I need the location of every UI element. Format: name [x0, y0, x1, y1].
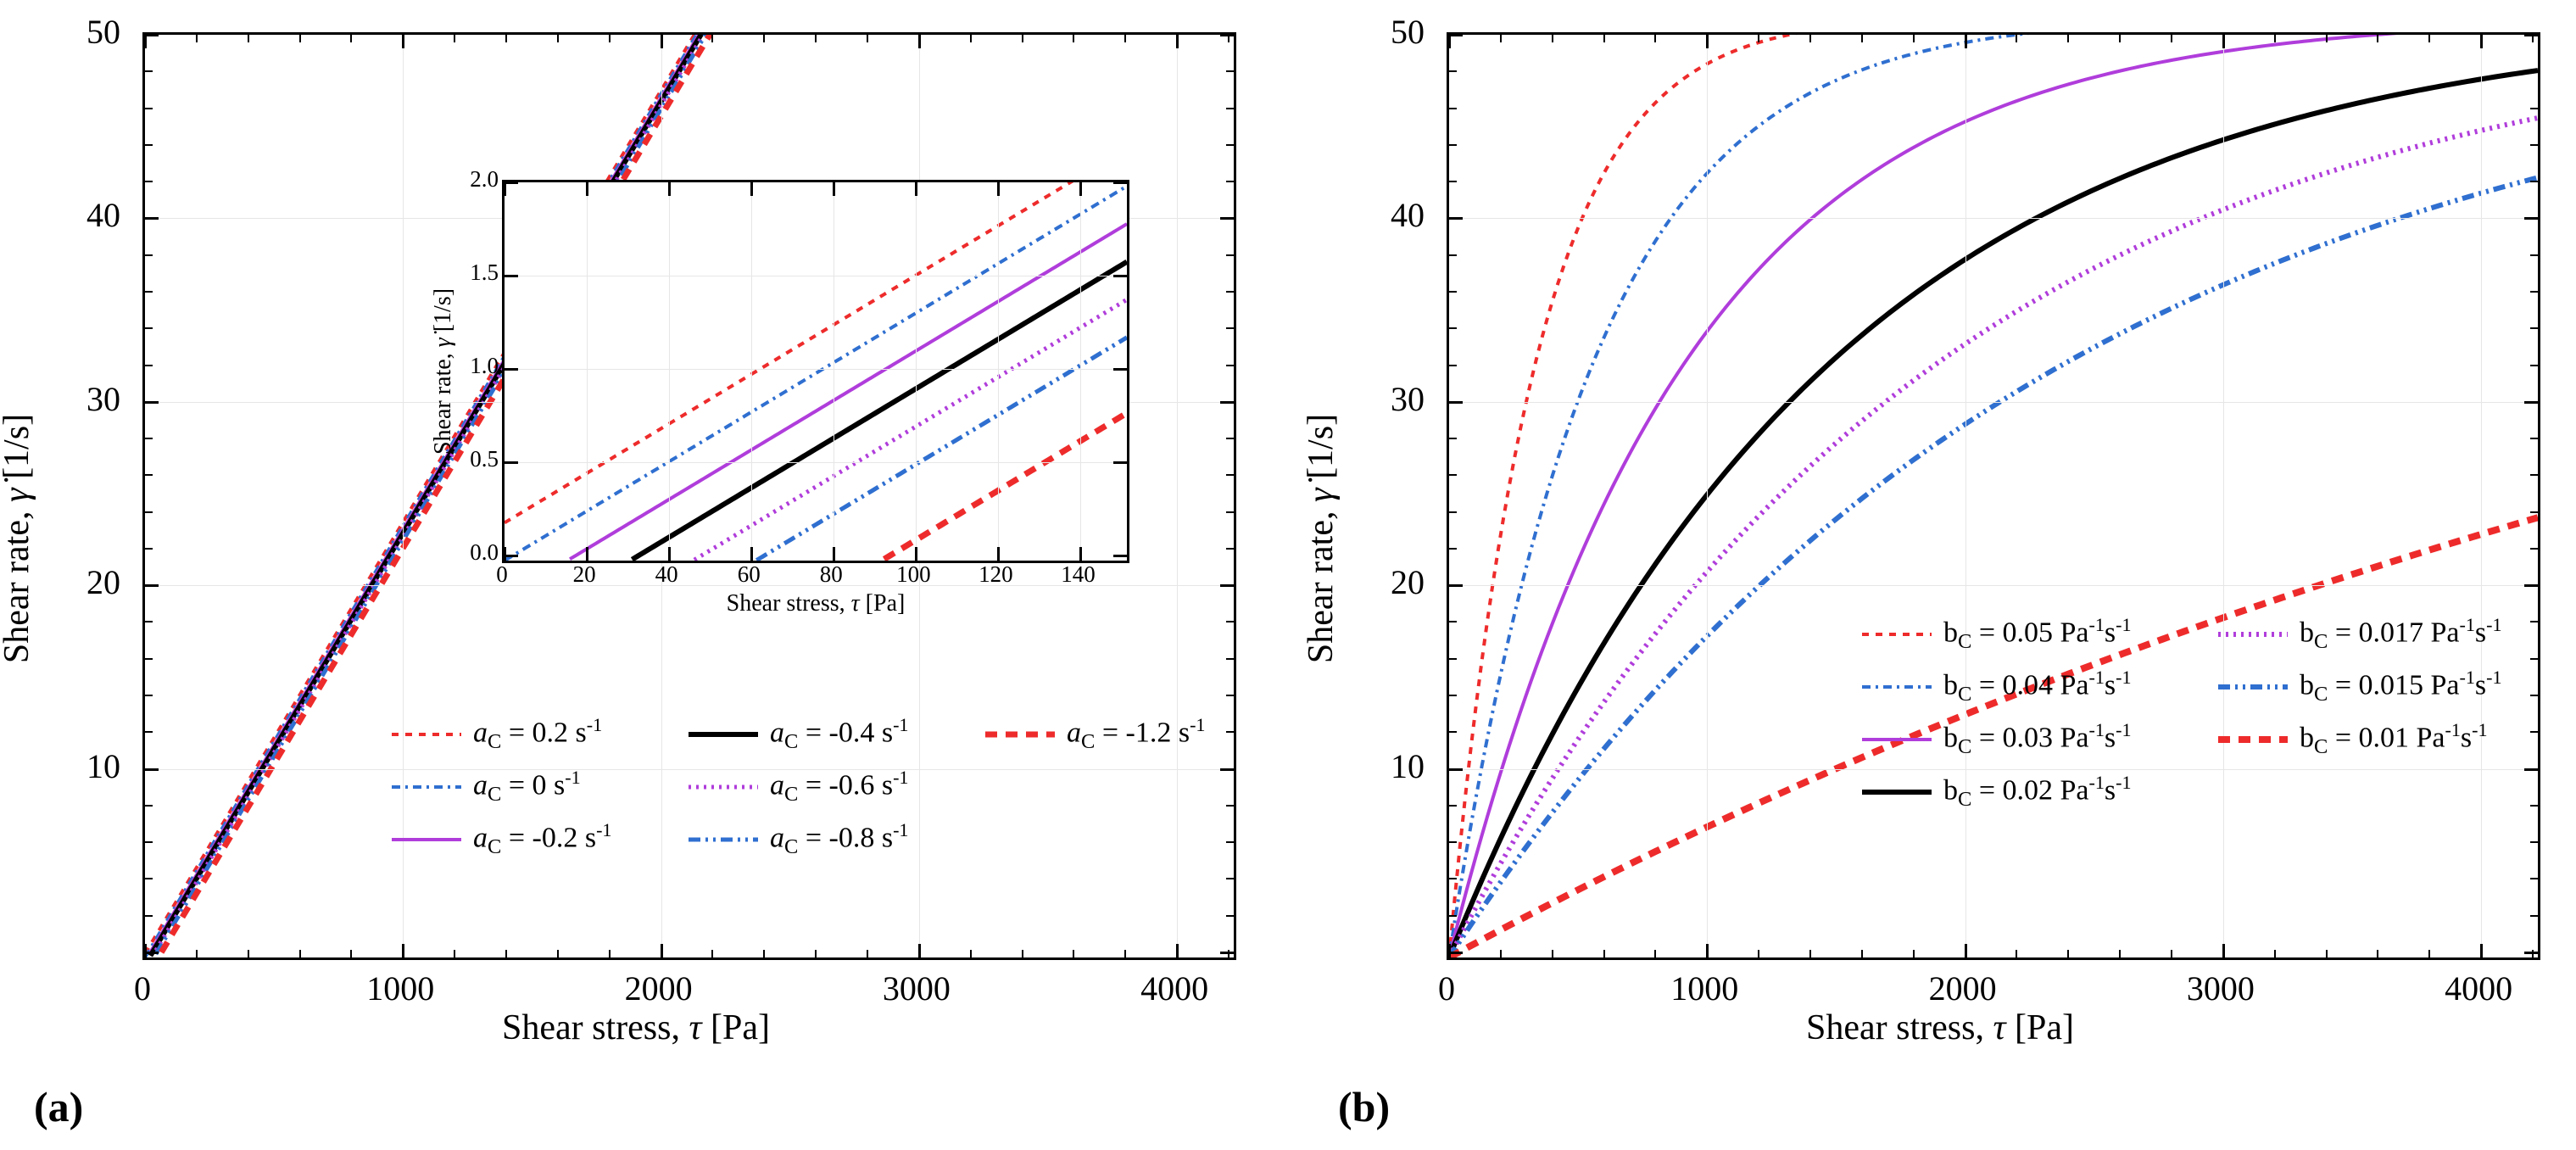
- tick-label-x: 2000: [608, 969, 710, 1008]
- legend-swatch: [687, 716, 760, 753]
- legend-swatch: [390, 716, 463, 753]
- plot-b-lines: [1449, 35, 2538, 957]
- tick-label-x: 60: [723, 561, 774, 588]
- legend-item: bC = 0.015 Pa-1s-1: [2216, 668, 2502, 706]
- legend-item: bC = 0.03 Pa-1s-1: [1860, 721, 2132, 758]
- tick-label-y: 1.0: [451, 353, 499, 379]
- legend-swatch: [390, 768, 463, 806]
- legend-label: aC = -0.2 s-1: [473, 819, 611, 859]
- legend-item: aC = -1.2 s-1: [984, 716, 1205, 753]
- data-line: [570, 224, 1127, 559]
- legend-swatch: [2216, 616, 2289, 653]
- legend-item: aC = -0.2 s-1: [390, 821, 611, 858]
- tick-label-x: 1000: [349, 969, 451, 1008]
- plot-a-ylabel: Shear rate, γ̇ [1/s]: [0, 414, 37, 663]
- tick-label-y: 10: [19, 746, 120, 786]
- legend-item: aC = -0.6 s-1: [687, 768, 908, 806]
- legend-swatch: [2216, 668, 2289, 706]
- tick-label-x: 100: [888, 561, 939, 588]
- tick-label-y: 30: [1323, 379, 1425, 419]
- legend-item: bC = 0.04 Pa-1s-1: [1860, 668, 2132, 706]
- tick-label-y: 0.0: [451, 539, 499, 566]
- data-line: [505, 182, 1102, 522]
- plot-a-inset: [502, 180, 1129, 563]
- legend-swatch: [1860, 721, 1933, 758]
- legend-swatch: [1860, 616, 1933, 653]
- tick-label-y: 1.5: [451, 260, 499, 286]
- tick-label-x: 2000: [1912, 969, 2014, 1008]
- tick-label-x: 4000: [2428, 969, 2529, 1008]
- data-line: [1449, 35, 2538, 957]
- tick-label-x: 4000: [1124, 969, 1225, 1008]
- legend-label: bC = 0.04 Pa-1s-1: [1943, 667, 2132, 706]
- legend-label: aC = -1.2 s-1: [1067, 714, 1205, 754]
- legend-swatch: [1860, 668, 1933, 706]
- sublabel-b: (b): [1338, 1082, 1390, 1131]
- plot-b-xlabel: Shear stress, τ [Pa]: [1321, 1008, 2559, 1048]
- sublabel-a: (a): [34, 1082, 83, 1131]
- plot-a-inset-lines: [505, 182, 1127, 561]
- plot-a-inset-ylabel: Shear rate, γ̇ [1/s]: [430, 288, 457, 455]
- tick-label-y: 40: [19, 195, 120, 235]
- legend-label: bC = 0.02 Pa-1s-1: [1943, 772, 2132, 812]
- plot-b: [1447, 32, 2540, 960]
- legend-label: aC = -0.8 s-1: [770, 819, 908, 859]
- legend-item: aC = -0.4 s-1: [687, 716, 908, 753]
- tick-label-x: 0: [92, 969, 193, 1008]
- panel-a: 01000200030004000 1020304050 02040608010…: [17, 17, 1255, 1060]
- legend-item: bC = 0.017 Pa-1s-1: [2216, 616, 2502, 653]
- tick-label-y: 10: [1323, 746, 1425, 786]
- tick-label-x: 80: [806, 561, 856, 588]
- legend-swatch: [687, 768, 760, 806]
- data-line: [694, 299, 1127, 560]
- tick-label-x: 20: [559, 561, 610, 588]
- legend-swatch: [984, 716, 1057, 753]
- tick-label-x: 120: [970, 561, 1021, 588]
- data-line: [1449, 70, 2538, 957]
- legend-label: bC = 0.03 Pa-1s-1: [1943, 719, 2132, 759]
- legend-swatch: [687, 821, 760, 858]
- legend-label: bC = 0.05 Pa-1s-1: [1943, 614, 2132, 654]
- legend-swatch: [390, 821, 463, 858]
- figure-root: 01000200030004000 1020304050 02040608010…: [0, 0, 2576, 1150]
- tick-label-y: 30: [19, 379, 120, 419]
- legend-item: bC = 0.02 Pa-1s-1: [1860, 773, 2132, 811]
- plot-a-inset-xlabel: Shear stress, τ [Pa]: [502, 590, 1129, 617]
- legend-label: aC = -0.4 s-1: [770, 714, 908, 754]
- legend-item: bC = 0.05 Pa-1s-1: [1860, 616, 2132, 653]
- data-line: [1449, 35, 2538, 957]
- tick-label-x: 140: [1052, 561, 1103, 588]
- plot-a-xlabel: Shear stress, τ [Pa]: [17, 1008, 1255, 1048]
- tick-label-y: 50: [1323, 12, 1425, 52]
- tick-label-y: 40: [1323, 195, 1425, 235]
- tick-label-y: 2.0: [451, 166, 499, 193]
- tick-label-y: 0.5: [451, 446, 499, 472]
- tick-label-x: 3000: [866, 969, 967, 1008]
- legend-item: bC = 0.01 Pa-1s-1: [2216, 721, 2488, 758]
- panel-b: 01000200030004000 1020304050 Shear stres…: [1321, 17, 2559, 1060]
- data-line: [505, 186, 1127, 561]
- tick-label-x: 3000: [2170, 969, 2272, 1008]
- tick-label-x: 40: [641, 561, 692, 588]
- tick-label-x: 0: [1396, 969, 1497, 1008]
- legend-label: aC = 0.2 s-1: [473, 714, 602, 754]
- legend-swatch: [2216, 721, 2289, 758]
- data-line: [632, 262, 1127, 560]
- legend-label: bC = 0.01 Pa-1s-1: [2300, 719, 2488, 759]
- legend-swatch: [1860, 773, 1933, 811]
- legend-item: aC = -0.8 s-1: [687, 821, 908, 858]
- legend-label: bC = 0.017 Pa-1s-1: [2300, 614, 2502, 654]
- tick-label-y: 50: [19, 12, 120, 52]
- legend-label: aC = -0.6 s-1: [770, 767, 908, 807]
- data-line: [1449, 35, 2538, 957]
- legend-label: bC = 0.015 Pa-1s-1: [2300, 667, 2502, 706]
- tick-label-x: 1000: [1653, 969, 1755, 1008]
- legend-item: aC = 0 s-1: [390, 768, 581, 806]
- plot-b-xlabel-text: Shear stress, τ [Pa]: [1806, 1008, 2074, 1047]
- plot-b-ylabel: Shear rate, γ̇ [1/s]: [1301, 414, 1341, 663]
- data-line: [884, 413, 1127, 559]
- plot-a-xlabel-text: Shear stress, τ [Pa]: [502, 1008, 770, 1047]
- legend-item: aC = 0.2 s-1: [390, 716, 602, 753]
- legend-label: aC = 0 s-1: [473, 767, 581, 807]
